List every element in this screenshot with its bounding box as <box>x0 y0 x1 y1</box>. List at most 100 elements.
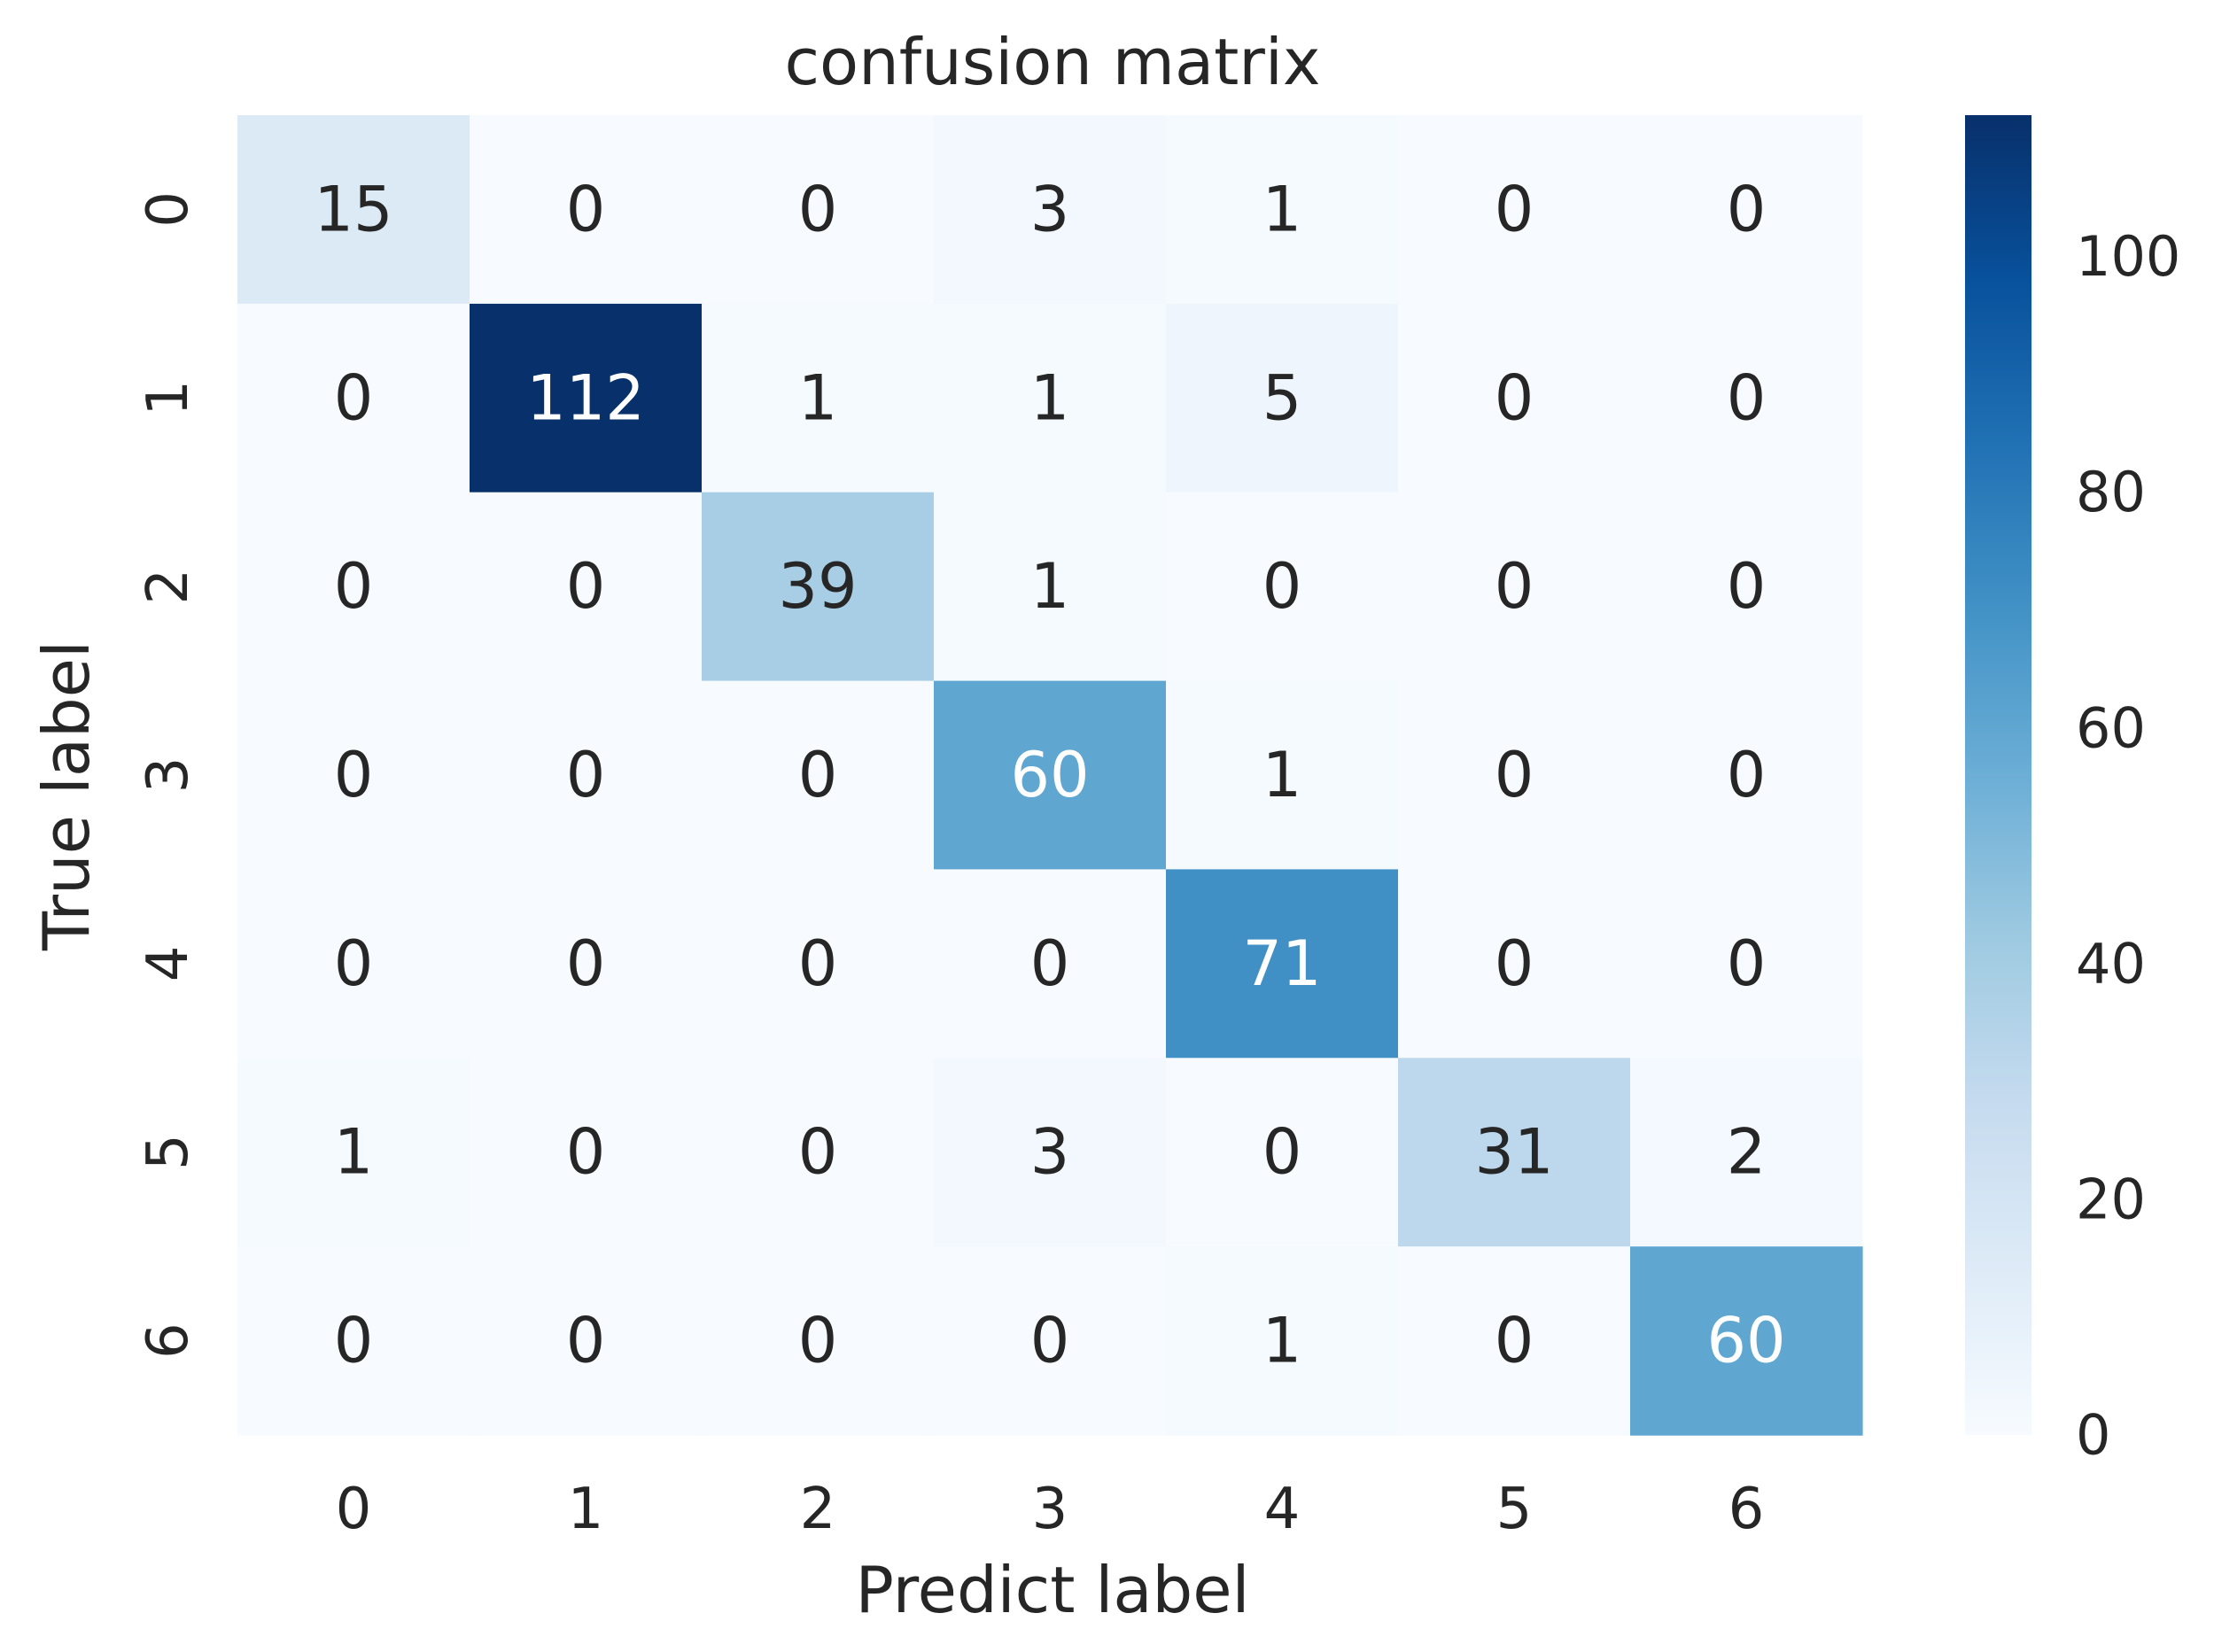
cell-value-r1-c6: 0 <box>1727 361 1767 434</box>
cell-value-r2-c3: 1 <box>1030 550 1070 623</box>
heatmap-cell-r2-c4 <box>1166 492 1399 682</box>
colorbar-tick-100: 100 <box>2076 224 2180 289</box>
heatmap-cell-r0-c4 <box>1166 115 1399 305</box>
heatmap-cell-r3-c0 <box>237 680 470 871</box>
heatmap-cell-r1-c6 <box>1630 303 1863 493</box>
colorbar-tick-60: 60 <box>2076 695 2146 760</box>
heatmap-cell-r0-c6 <box>1630 115 1863 305</box>
cell-value-r4-c5: 0 <box>1495 927 1534 1000</box>
cell-value-r1-c3: 1 <box>1030 361 1070 434</box>
cell-value-r5-c6: 2 <box>1727 1116 1767 1189</box>
heatmap-cell-r2-c3 <box>934 492 1167 682</box>
cell-value-r5-c0: 1 <box>334 1116 374 1189</box>
cell-value-r2-c2: 39 <box>778 550 857 623</box>
cell-value-r0-c0: 15 <box>314 173 392 245</box>
y-tick-5: 5 <box>136 1134 201 1170</box>
heatmap-cell-r1-c5 <box>1398 303 1631 493</box>
heatmap-cell-r0-c1 <box>470 115 703 305</box>
cell-value-r3-c4: 1 <box>1262 739 1302 811</box>
heatmap-cell-r3-c1 <box>470 680 703 871</box>
heatmap-cell-r6-c2 <box>702 1246 935 1436</box>
cell-value-r2-c4: 0 <box>1262 550 1302 623</box>
heatmap-cell-r4-c0 <box>237 869 470 1059</box>
heatmap-cell-r6-c1 <box>470 1246 703 1436</box>
cell-value-r4-c1: 0 <box>566 927 606 1000</box>
heatmap-cell-r0-c5 <box>1398 115 1631 305</box>
cell-value-r5-c4: 0 <box>1262 1116 1302 1189</box>
cell-value-r1-c4: 5 <box>1262 361 1302 434</box>
cell-value-r0-c3: 3 <box>1030 173 1070 245</box>
cell-value-r6-c1: 0 <box>566 1305 606 1377</box>
heatmap-cell-r1-c2 <box>702 303 935 493</box>
colorbar-tick-80: 80 <box>2076 460 2146 524</box>
heatmap-cell-r3-c3 <box>934 680 1167 871</box>
heatmap-cell-r4-c1 <box>470 869 703 1059</box>
heatmap-cell-r6-c3 <box>934 1246 1167 1436</box>
x-tick-4: 4 <box>1264 1477 1301 1542</box>
cell-value-r4-c3: 0 <box>1030 927 1070 1000</box>
cell-value-r4-c2: 0 <box>798 927 838 1000</box>
cell-value-r6-c2: 0 <box>798 1305 838 1377</box>
y-axis-label: True label <box>29 640 104 951</box>
y-tick-1: 1 <box>136 380 201 416</box>
cell-value-r4-c0: 0 <box>334 927 374 1000</box>
x-axis-label: Predict label <box>855 1553 1249 1627</box>
cell-value-r1-c5: 0 <box>1495 361 1534 434</box>
cell-value-r1-c1: 112 <box>526 361 645 434</box>
heatmap-cell-r6-c4 <box>1166 1246 1399 1436</box>
heatmap-cell-r1-c0 <box>237 303 470 493</box>
heatmap-cell-r3-c5 <box>1398 680 1631 871</box>
heatmap-cell-r5-c3 <box>934 1058 1167 1247</box>
heatmap-cell-r1-c3 <box>934 303 1167 493</box>
cell-value-r1-c0: 0 <box>334 361 374 434</box>
heatmap-cell-r2-c2 <box>702 492 935 682</box>
cell-value-r6-c6: 60 <box>1706 1305 1785 1377</box>
heatmap-cell-r6-c5 <box>1398 1246 1631 1436</box>
heatmap-cell-labels: 15 0 0 3 1 0 00 112 1 1 5 0 00 0 39 1 0 0 00 0 0 60 1 0 00 0 0 0 71 0… <box>314 173 1785 1377</box>
heatmap-cell-r5-c2 <box>702 1058 935 1247</box>
y-tick-labels: 0 1 2 3 4 5 6 <box>136 191 201 1359</box>
cell-value-r3-c2: 0 <box>798 739 838 811</box>
heatmap-cell-r1-c4 <box>1166 303 1399 493</box>
heatmap-cell-r4-c5 <box>1398 869 1631 1059</box>
cell-value-r6-c3: 0 <box>1030 1305 1070 1377</box>
colorbar-tick-labels: 0 20 40 60 80 100 <box>2076 224 2180 1467</box>
heatmap-cell-r2-c5 <box>1398 492 1631 682</box>
heatmap-cell-r3-c4 <box>1166 680 1399 871</box>
cell-value-r4-c4: 71 <box>1242 927 1321 1000</box>
heatmap-cell-r5-c6 <box>1630 1058 1863 1247</box>
cell-value-r0-c4: 1 <box>1262 173 1302 245</box>
heatmap-cell-r4-c4 <box>1166 869 1399 1059</box>
cell-value-r3-c6: 0 <box>1727 739 1767 811</box>
cell-value-r2-c1: 0 <box>566 550 606 623</box>
y-tick-2: 2 <box>136 569 201 605</box>
heatmap-cell-r2-c0 <box>237 492 470 682</box>
cell-value-r1-c2: 1 <box>798 361 838 434</box>
cell-value-r2-c5: 0 <box>1495 550 1534 623</box>
colorbar <box>1965 115 2031 1435</box>
cell-value-r0-c2: 0 <box>798 173 838 245</box>
heatmap-cell-r3-c6 <box>1630 680 1863 871</box>
cell-value-r2-c0: 0 <box>334 550 374 623</box>
y-tick-4: 4 <box>136 946 201 982</box>
cell-value-r0-c1: 0 <box>566 173 606 245</box>
cell-value-r6-c5: 0 <box>1495 1305 1534 1377</box>
x-tick-1: 1 <box>568 1477 604 1542</box>
cell-value-r3-c0: 0 <box>334 739 374 811</box>
cell-value-r0-c6: 0 <box>1727 173 1767 245</box>
heatmap-cell-r2-c6 <box>1630 492 1863 682</box>
heatmap-cell-r4-c2 <box>702 869 935 1059</box>
heatmap-cell-r4-c3 <box>934 869 1167 1059</box>
y-tick-6: 6 <box>136 1322 201 1359</box>
heatmap-cell-r1-c1 <box>470 303 703 493</box>
heatmap-cell-r6-c0 <box>237 1246 470 1436</box>
cell-value-r5-c1: 0 <box>566 1116 606 1189</box>
heatmap-cell-r0-c0 <box>237 115 470 305</box>
chart-title: confusion matrix <box>784 25 1320 99</box>
cell-value-r4-c6: 0 <box>1727 927 1767 1000</box>
cell-value-r6-c0: 0 <box>334 1305 374 1377</box>
heatmap-cell-r5-c5 <box>1398 1058 1631 1247</box>
y-tick-0: 0 <box>136 191 201 228</box>
